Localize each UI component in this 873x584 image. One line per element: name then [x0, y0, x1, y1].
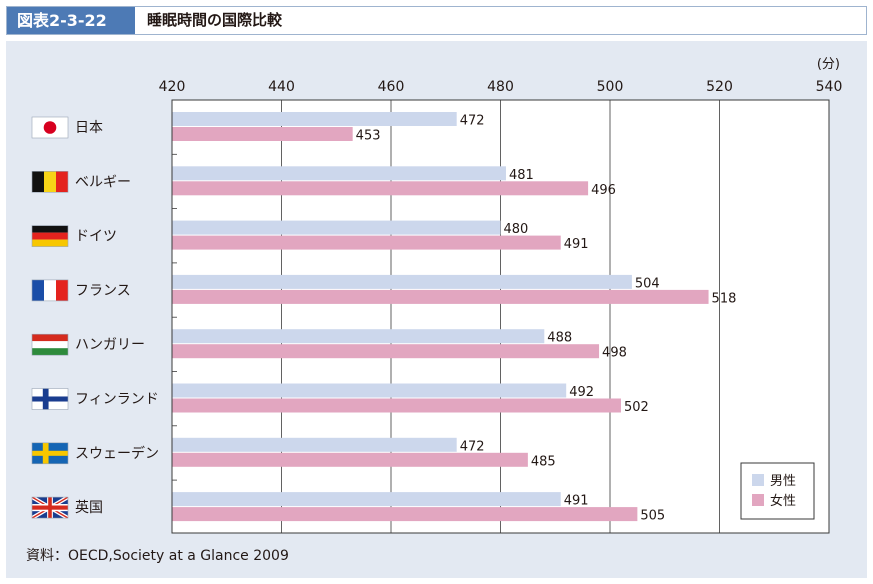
figure-title: 睡眠時間の国際比較 [147, 11, 283, 29]
bar [172, 492, 561, 507]
category-label: フィンランド [75, 392, 159, 408]
category-label: ハンガリー [75, 337, 145, 353]
tick-label: 440 [268, 79, 295, 95]
bar [172, 437, 457, 452]
data-label: 496 [591, 183, 616, 198]
bar [172, 452, 528, 467]
plot-border [171, 99, 830, 534]
data-label: 502 [624, 400, 649, 415]
bar [172, 181, 589, 196]
data-label: 518 [712, 291, 737, 306]
tick-label: 520 [706, 79, 733, 95]
germany-flag-icon [31, 225, 69, 247]
unit-label: (分) [817, 57, 840, 72]
belgium-flag-icon [31, 171, 69, 193]
sweden-flag-icon [31, 442, 69, 465]
category-label: 日本 [75, 120, 103, 136]
data-label: 488 [547, 331, 572, 346]
data-label: 472 [460, 439, 485, 454]
tick-label: 420 [159, 79, 186, 95]
hungary-flag-icon [31, 333, 69, 356]
data-label: 485 [531, 454, 556, 469]
category-label: フランス [75, 283, 131, 299]
tick-label: 480 [487, 79, 514, 95]
bar [172, 127, 353, 141]
source-note: 資料：OECD,Society at a Glance 2009 [26, 548, 289, 564]
bar [172, 383, 567, 398]
bar [172, 344, 600, 359]
japan-flag-icon [31, 116, 69, 139]
bar [172, 220, 501, 235]
figure-header: 図表2-3-22 睡眠時間の国際比較 [6, 6, 867, 35]
france-flag-icon [31, 279, 69, 302]
category-label: スウェーデン [75, 445, 159, 462]
data-label: 491 [564, 494, 589, 509]
data-label: 453 [356, 129, 381, 144]
tick-label: 500 [597, 79, 624, 95]
bar [172, 507, 638, 522]
finland-flag-icon [31, 388, 69, 410]
bar [172, 289, 709, 304]
tick-label: 540 [816, 79, 843, 95]
bar [172, 112, 457, 126]
data-label: 472 [460, 114, 485, 129]
data-label: 480 [504, 222, 529, 237]
legend-label: 女性 [770, 493, 796, 509]
uk-flag-icon [31, 496, 69, 519]
legend-swatch [752, 474, 764, 486]
data-label: 492 [569, 385, 594, 400]
category-label: ベルギー [75, 174, 131, 190]
bar [172, 274, 632, 289]
bar [172, 166, 506, 181]
data-label: 491 [564, 237, 589, 252]
data-label: 481 [509, 168, 534, 183]
category-label: 英国 [75, 499, 103, 516]
bar [172, 398, 621, 413]
figure-label: 図表2-3-22 [7, 7, 135, 34]
category-label: ドイツ [75, 229, 117, 245]
data-label: 505 [640, 509, 665, 524]
legend-box [740, 462, 815, 520]
legend-swatch [752, 494, 764, 506]
legend-label: 男性 [770, 474, 796, 489]
bar [172, 235, 561, 250]
bar [172, 329, 545, 344]
tick-label: 460 [378, 79, 405, 95]
data-label: 504 [635, 276, 660, 291]
data-label: 498 [602, 346, 627, 361]
